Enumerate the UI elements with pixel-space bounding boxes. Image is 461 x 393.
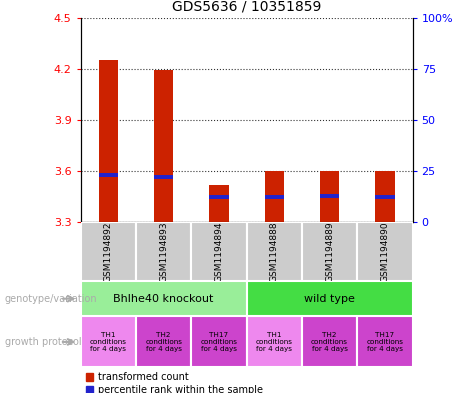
Bar: [247, 316, 302, 367]
Bar: [81, 316, 136, 367]
Bar: [320, 195, 339, 198]
Bar: [191, 316, 247, 367]
Text: GSM1194890: GSM1194890: [380, 221, 390, 282]
Bar: [302, 316, 357, 367]
Text: GSM1194894: GSM1194894: [214, 221, 224, 282]
Text: growth protocol: growth protocol: [5, 337, 81, 347]
Bar: [320, 171, 339, 222]
Text: TH17
conditions
for 4 days: TH17 conditions for 4 days: [366, 332, 403, 352]
Bar: [302, 222, 357, 281]
Bar: [136, 316, 191, 367]
Bar: [81, 222, 136, 281]
Bar: [209, 195, 229, 199]
Bar: [191, 222, 247, 281]
Bar: [154, 70, 173, 222]
Bar: [209, 185, 229, 222]
Bar: [265, 195, 284, 199]
Text: TH1
conditions
for 4 days: TH1 conditions for 4 days: [256, 332, 293, 352]
Bar: [357, 222, 413, 281]
Text: wild type: wild type: [304, 294, 355, 304]
Text: TH2
conditions
for 4 days: TH2 conditions for 4 days: [145, 332, 182, 352]
Bar: [99, 173, 118, 177]
Bar: [247, 222, 302, 281]
Text: GSM1194893: GSM1194893: [159, 221, 168, 282]
Title: GDS5636 / 10351859: GDS5636 / 10351859: [172, 0, 321, 14]
Text: GSM1194889: GSM1194889: [325, 221, 334, 282]
Bar: [136, 222, 191, 281]
Legend: transformed count, percentile rank within the sample: transformed count, percentile rank withi…: [86, 372, 263, 393]
Text: TH17
conditions
for 4 days: TH17 conditions for 4 days: [201, 332, 237, 352]
Bar: [154, 175, 173, 178]
Bar: [375, 171, 395, 222]
Text: GSM1194888: GSM1194888: [270, 221, 279, 282]
Bar: [375, 195, 395, 199]
Bar: [99, 60, 118, 222]
Text: TH1
conditions
for 4 days: TH1 conditions for 4 days: [90, 332, 127, 352]
Text: genotype/variation: genotype/variation: [5, 294, 97, 304]
Text: GSM1194892: GSM1194892: [104, 221, 113, 282]
Bar: [81, 281, 247, 316]
Bar: [247, 281, 413, 316]
Bar: [357, 316, 413, 367]
Text: Bhlhe40 knockout: Bhlhe40 knockout: [113, 294, 214, 304]
Text: TH2
conditions
for 4 days: TH2 conditions for 4 days: [311, 332, 348, 352]
Bar: [265, 171, 284, 222]
